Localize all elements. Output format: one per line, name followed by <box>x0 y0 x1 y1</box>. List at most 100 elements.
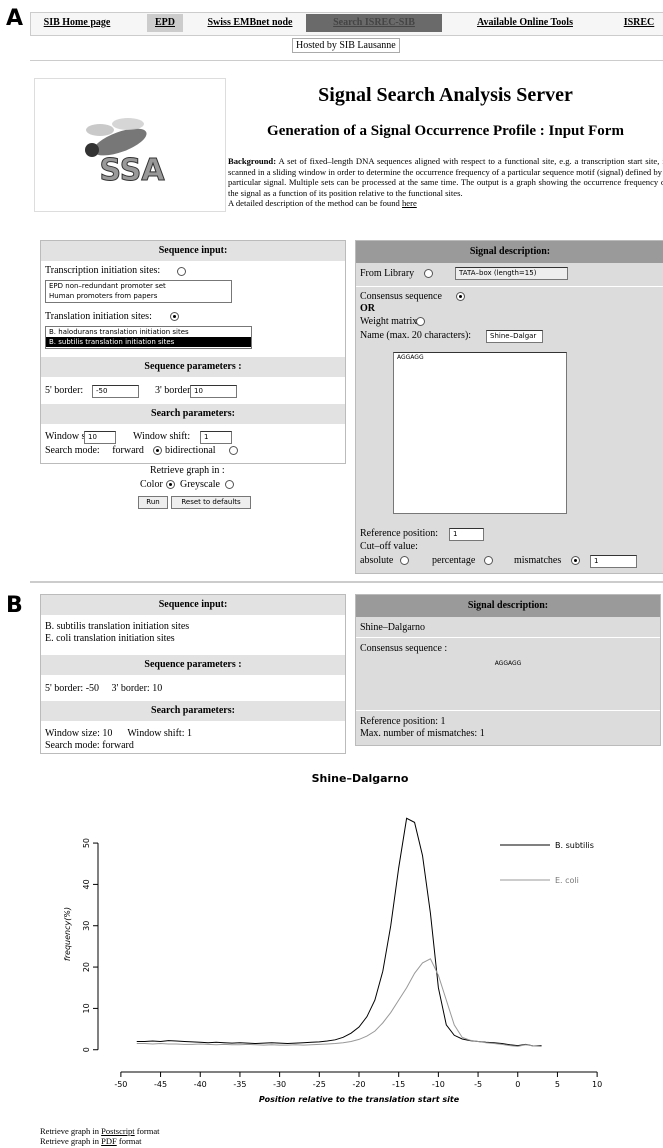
summary-panel <box>40 594 346 754</box>
logo: SSA <box>85 118 166 189</box>
radio-button[interactable] <box>166 480 175 489</box>
text: Retrieve graph in <box>40 1126 100 1136</box>
label: Translation initiation sites: <box>45 311 152 322</box>
series-line <box>136 817 542 1047</box>
radio-button[interactable] <box>416 317 425 326</box>
text-input[interactable]: 1 <box>590 555 637 568</box>
separator <box>356 286 663 287</box>
label: Retrieve graph in : <box>150 465 225 476</box>
text-input[interactable]: 10 <box>190 385 237 398</box>
label: absolute <box>360 555 394 566</box>
radio-button[interactable] <box>177 267 186 276</box>
listbox[interactable]: B. halodurans translation initiation sit… <box>45 326 252 349</box>
x-tick-label: -5 <box>474 1080 482 1089</box>
y-tick-label: 20 <box>82 962 91 972</box>
radio-button[interactable] <box>153 446 162 455</box>
panel-label: B <box>6 593 23 618</box>
label: Max. number of mismatches: <box>360 728 478 739</box>
section-heading: Sequence input: <box>41 595 345 615</box>
link[interactable]: here <box>401 198 417 208</box>
radio-button[interactable] <box>571 556 580 565</box>
x-tick-label: -30 <box>273 1080 286 1089</box>
textarea[interactable]: AGGAGG <box>393 352 567 514</box>
label: From Library <box>360 268 415 279</box>
nav-link[interactable]: Swiss EMBnet node <box>207 17 293 28</box>
series-line <box>136 958 542 1047</box>
label: 3' border: <box>155 385 194 396</box>
section-heading: Sequence parameters : <box>41 357 345 377</box>
x-tick-label: 5 <box>555 1080 560 1089</box>
text-input[interactable]: -50 <box>92 385 139 398</box>
label: Name (max. 20 characters): <box>360 330 472 341</box>
description: A detailed description of the method can… <box>228 198 400 208</box>
separator <box>30 60 663 61</box>
label: 5' border: <box>45 683 84 694</box>
label: mismatches <box>514 555 562 566</box>
background: Background: A set of fixed–length DNA se… <box>228 156 663 209</box>
text-input[interactable]: 1 <box>200 431 232 444</box>
text: Shine–Dalgarno <box>360 622 425 633</box>
text: Max. number of mismatches: 1 <box>360 728 485 739</box>
label: OR <box>360 303 375 314</box>
y-tick-label: 50 <box>82 838 91 848</box>
radio-button[interactable] <box>400 556 409 565</box>
x-tick-label: -25 <box>313 1080 326 1089</box>
section-heading: Sequence input: <box>41 241 345 261</box>
nav-link[interactable]: EPD <box>147 14 183 32</box>
value: 1 <box>440 716 446 727</box>
x-tick-label: -50 <box>114 1080 127 1089</box>
x-tick-label: 0 <box>515 1080 520 1089</box>
label: Consensus sequence <box>360 291 442 302</box>
radio-button[interactable] <box>170 312 179 321</box>
sequence: AGGAGG <box>494 660 522 667</box>
nav-link[interactable]: Available Online Tools <box>477 17 573 28</box>
section-heading: Signal description: <box>356 595 660 617</box>
logo-text: SSA <box>99 153 165 188</box>
value: forward <box>102 740 134 751</box>
label: 3' border: <box>111 683 150 694</box>
listbox[interactable]: EPD non–redundant promoter set Human prom… <box>45 280 232 303</box>
radio-button[interactable] <box>424 269 433 278</box>
option[interactable]: B. subtilis translation initiation sites <box>46 337 251 347</box>
button[interactable]: Reset to defaults <box>171 496 251 509</box>
text-input[interactable]: 1 <box>449 528 484 541</box>
option[interactable]: B. halodurans translation initiation sit… <box>49 328 189 336</box>
nav-link[interactable]: Search ISREC-SIB <box>306 14 442 32</box>
separator <box>356 710 660 711</box>
footer-line: Retrieve graph in PDF format <box>40 1136 159 1146</box>
option[interactable]: EPD non–redundant promoter set <box>49 282 166 290</box>
radio-button[interactable] <box>225 480 234 489</box>
label: Greyscale <box>180 479 220 490</box>
label: Search mode: forward <box>45 445 144 456</box>
radio-button[interactable] <box>484 556 493 565</box>
section-heading: Search parameters: <box>41 701 345 721</box>
text: E. coli translation initiation sites <box>45 633 175 644</box>
radio-button[interactable] <box>229 446 238 455</box>
label: Window size: <box>45 431 100 442</box>
y-tick-label: 10 <box>82 1003 91 1013</box>
value: 10 <box>152 683 163 694</box>
nav-link[interactable]: SIB Home page <box>43 17 111 28</box>
value: 1 <box>186 728 192 739</box>
label: Reference position: <box>360 716 439 727</box>
label: Transcription initiation sites: <box>45 265 161 276</box>
option[interactable]: Human promoters from papers <box>49 292 158 300</box>
button[interactable]: Run <box>138 496 168 509</box>
text: Retrieve graph in <box>40 1136 100 1146</box>
label: Window size: <box>45 728 100 739</box>
text-input[interactable]: Shine–Dalgar <box>486 330 543 343</box>
logo-box <box>34 78 226 212</box>
y-axis-label: frequency(%) <box>63 907 72 961</box>
link[interactable]: Postscript <box>101 1126 135 1136</box>
panel-label: A <box>6 6 24 31</box>
x-tick-label: -45 <box>154 1080 167 1089</box>
radio-button[interactable] <box>456 292 465 301</box>
label: Weight matrix <box>360 316 418 327</box>
chart-title: Shine–Dalgarno <box>312 772 409 785</box>
link[interactable]: PDF <box>101 1136 117 1146</box>
nav-link[interactable]: ISREC <box>623 17 655 28</box>
text-input[interactable]: 10 <box>84 431 116 444</box>
select[interactable]: TATA–box (length=15) <box>455 267 568 280</box>
label: Search mode: <box>45 740 100 751</box>
label: Cut–off value: <box>360 541 418 552</box>
